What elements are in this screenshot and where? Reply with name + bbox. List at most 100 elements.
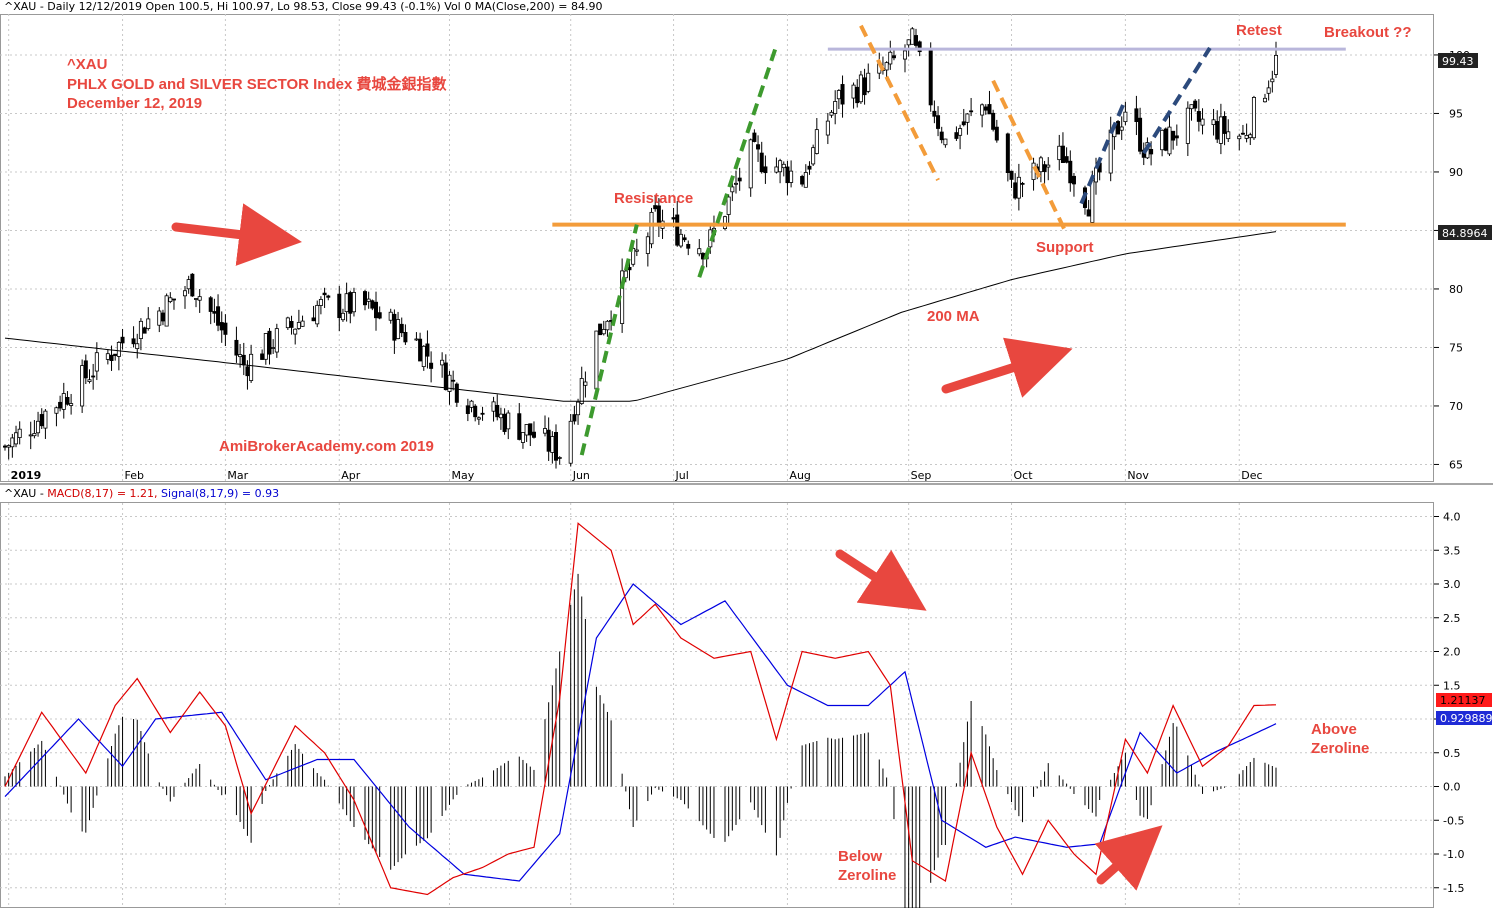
candle-body	[388, 311, 393, 321]
candle-body	[1218, 116, 1223, 144]
candle-body	[634, 249, 639, 252]
candle-body	[576, 401, 581, 416]
candle-body	[171, 298, 176, 301]
candle-body	[36, 420, 41, 434]
candle-body	[1163, 128, 1168, 151]
candle-body	[928, 49, 933, 106]
candle-body	[980, 104, 985, 116]
candle-body	[377, 312, 382, 319]
candle-body	[296, 322, 301, 329]
below-zeroline-label-2: Zeroline	[838, 867, 896, 884]
candle-body	[194, 298, 199, 300]
candle-body	[1064, 156, 1069, 163]
candle-body	[1171, 130, 1176, 141]
candle-body	[451, 379, 456, 382]
candle-body	[1068, 160, 1073, 184]
candle-body	[1200, 118, 1205, 126]
candle-body	[645, 236, 650, 254]
candle-body	[697, 248, 702, 255]
candle-body	[241, 354, 246, 366]
candle-body	[197, 296, 202, 301]
candle-body	[1057, 145, 1062, 161]
candle-body	[554, 432, 559, 461]
candle-body	[32, 433, 37, 437]
candle-body	[778, 160, 783, 173]
candle-body	[348, 292, 353, 314]
candle-body	[756, 144, 761, 150]
macd-header-prefix: ^XAU -	[4, 487, 47, 500]
candle-body	[498, 413, 503, 419]
candle-body	[1222, 115, 1227, 134]
candle-body	[814, 129, 819, 154]
macd-tick-label: 0.0	[1443, 781, 1461, 794]
candle-body	[686, 243, 691, 249]
macd-header-signal: Signal(8,17,9) = 0.93	[158, 487, 280, 500]
candle-body	[186, 279, 191, 290]
candle-body	[160, 312, 165, 322]
macd-tick-label: 4.0	[1443, 511, 1461, 524]
macd-badge-bg	[1436, 693, 1492, 707]
candle-body	[1071, 175, 1076, 185]
candle-body	[932, 110, 937, 117]
candle-body	[858, 74, 863, 103]
candle-body	[6, 445, 11, 448]
candle-body	[1009, 170, 1014, 180]
candle-body	[1274, 54, 1279, 75]
trend-green-1	[579, 224, 639, 456]
candle-body	[649, 211, 654, 245]
candle-body	[326, 295, 331, 298]
candle-body	[969, 110, 974, 113]
candle-body	[340, 312, 345, 321]
candle-body	[557, 457, 562, 459]
candle-body	[289, 321, 294, 328]
candle-body	[1134, 108, 1139, 123]
candle-body	[1189, 104, 1194, 110]
candle-body	[1215, 121, 1220, 140]
candle-body	[807, 165, 812, 170]
candle-body	[392, 313, 397, 341]
arrow-macd-up	[1094, 825, 1163, 891]
candle-body	[734, 182, 739, 185]
candle-body	[43, 410, 48, 429]
candle-body	[675, 214, 680, 246]
candle-body	[491, 401, 496, 412]
signal-badge-bg	[1436, 711, 1492, 725]
candle-body	[454, 383, 459, 403]
candle-body	[168, 297, 173, 303]
candle-body	[1038, 157, 1043, 173]
candle-body	[910, 28, 915, 45]
candle-body	[546, 429, 551, 452]
macd-tick-label: 3.5	[1443, 544, 1461, 557]
macd-panel-border	[0, 502, 1434, 908]
candle-body	[528, 423, 533, 436]
candle-body	[803, 172, 808, 188]
candle-body	[274, 328, 279, 353]
trend-lines	[579, 24, 1212, 456]
candle-body	[116, 342, 121, 357]
candle-body	[1149, 149, 1154, 155]
candle-body	[1138, 117, 1143, 152]
candle-body	[190, 273, 195, 297]
retest-label: Retest	[1236, 22, 1282, 39]
month-label: 2019	[11, 469, 42, 482]
breakout-label: Breakout ??	[1324, 24, 1412, 41]
macd-tick-label: 2.0	[1443, 646, 1461, 659]
candle-body	[351, 292, 356, 313]
candle-body	[138, 320, 143, 339]
last-close-badge-bg	[1438, 53, 1478, 68]
candle-body	[263, 333, 268, 360]
candle-body	[605, 320, 610, 331]
candle-body	[17, 428, 22, 438]
candle-body	[1108, 129, 1113, 174]
signal-line	[4, 583, 1277, 882]
candle-body	[517, 413, 522, 440]
month-label: Sep	[911, 469, 932, 482]
candle-body	[833, 101, 838, 114]
macd-tick-label: -0.5	[1443, 814, 1464, 827]
candle-body	[840, 84, 845, 105]
candle-body	[891, 55, 896, 59]
candle-body	[293, 328, 298, 335]
index-name: PHLX GOLD and SILVER SECTOR Index 費城金銀指數	[67, 75, 446, 93]
candle-body	[223, 322, 228, 335]
candle-body	[370, 300, 375, 309]
